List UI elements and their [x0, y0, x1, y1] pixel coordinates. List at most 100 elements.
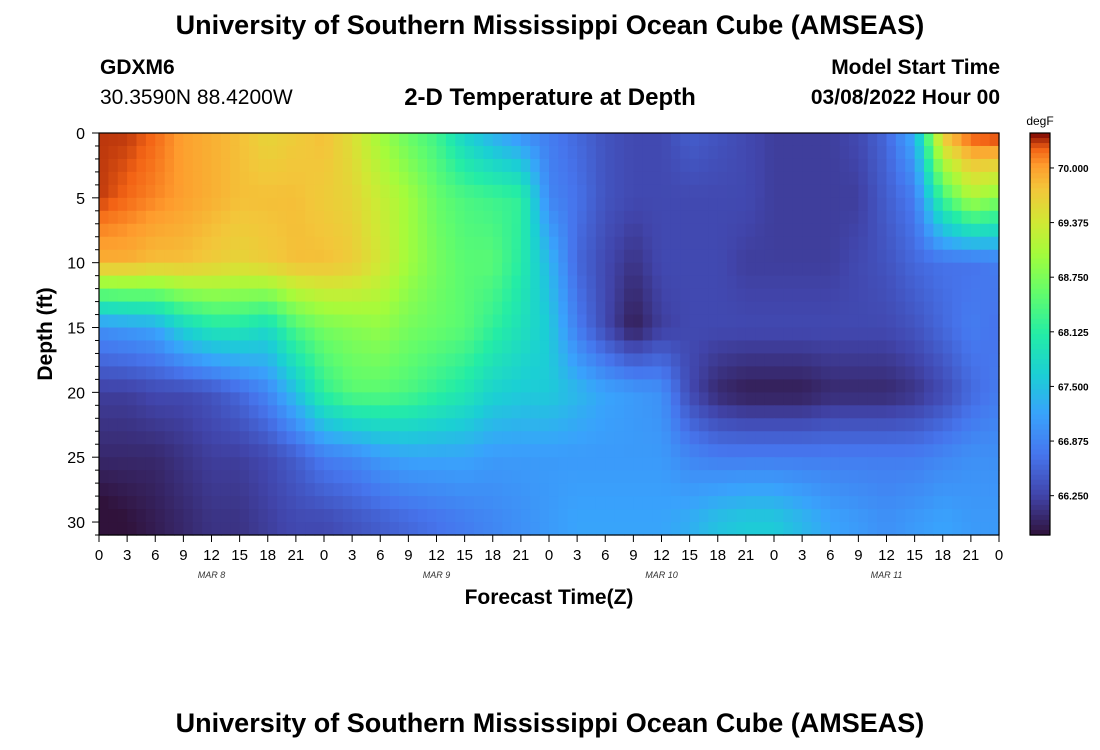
heatmap-cell [483, 418, 494, 432]
heatmap-cell [511, 210, 522, 225]
heatmap-cell [445, 392, 456, 406]
heatmap-cell [333, 522, 344, 536]
heatmap-cell [230, 171, 241, 186]
heatmap-cell [670, 314, 681, 329]
heatmap-cell [399, 353, 409, 368]
heatmap-cell [708, 340, 719, 355]
heatmap-cell [155, 509, 166, 523]
heatmap-cell [249, 236, 259, 251]
heatmap-cell [989, 444, 1000, 458]
heatmap-cell [549, 249, 559, 264]
heatmap-cell [811, 249, 822, 264]
heatmap-cell [886, 509, 897, 523]
heatmap-cell [352, 171, 363, 186]
heatmap-cell [483, 210, 494, 225]
y-tick-label: 25 [67, 450, 85, 467]
heatmap-cell [258, 392, 269, 406]
heatmap-cell [942, 262, 953, 277]
heatmap-cell [324, 340, 334, 355]
heatmap-cell [961, 210, 972, 225]
heatmap-cell [774, 457, 784, 471]
heatmap-cell [239, 483, 250, 497]
heatmap-cell [436, 210, 447, 225]
heatmap-cell [361, 483, 372, 497]
heatmap-cell [680, 379, 691, 393]
heatmap-cell [792, 405, 803, 419]
heatmap-cell [399, 366, 409, 380]
heatmap-cell [408, 366, 419, 380]
heatmap-cell [389, 133, 400, 147]
heatmap-cell [361, 197, 372, 212]
heatmap-cell [192, 184, 203, 199]
heatmap-cell [427, 366, 438, 380]
heatmap-cell [352, 444, 363, 458]
heatmap-cell [108, 327, 119, 342]
heatmap-cell [324, 314, 334, 329]
heatmap-cell [342, 444, 353, 458]
heatmap-cell [933, 457, 944, 471]
heatmap-cell [136, 158, 147, 173]
heatmap-cell [464, 340, 475, 355]
heatmap-cell [605, 314, 616, 329]
heatmap-cell [877, 184, 888, 199]
heatmap-cell [924, 340, 934, 355]
heatmap-cell [502, 184, 513, 199]
heatmap-cell [595, 431, 606, 445]
colorbar-segment [1030, 494, 1050, 501]
heatmap-cell [220, 223, 231, 238]
heatmap-cell [502, 418, 513, 432]
heatmap-cell [755, 444, 766, 458]
heatmap-cell [830, 184, 841, 199]
heatmap-cell [370, 171, 381, 186]
x-tick-label: 6 [376, 547, 384, 564]
colorbar-segment [1030, 504, 1050, 511]
heatmap-cell [774, 522, 784, 536]
heatmap-cell [764, 262, 775, 277]
heatmap-cell [774, 431, 784, 445]
heatmap-cell [867, 496, 878, 510]
heatmap-cell [352, 236, 363, 251]
heatmap-cell [830, 262, 841, 277]
heatmap-cell [211, 197, 222, 212]
heatmap-cell [745, 262, 756, 277]
y-tick-label: 30 [67, 515, 85, 532]
heatmap-cell [314, 210, 325, 225]
x-tick-label: 12 [428, 547, 445, 564]
heatmap-cell [689, 327, 700, 342]
heatmap-cell [839, 353, 850, 368]
heatmap-cell [652, 236, 663, 251]
heatmap-cell [333, 392, 344, 406]
heatmap-cell [399, 223, 409, 238]
heatmap-cell [286, 392, 297, 406]
heatmap-cell [886, 210, 897, 225]
heatmap-cell [277, 366, 288, 380]
heatmap-cell [352, 418, 363, 432]
colorbar-segment [1030, 429, 1050, 436]
heatmap-cell [633, 158, 644, 173]
heatmap-cell [961, 379, 972, 393]
heatmap-cell [877, 470, 888, 484]
heatmap-cell [464, 483, 475, 497]
heatmap-cell [361, 327, 372, 342]
heatmap-cell [127, 197, 138, 212]
heatmap-cell [867, 210, 878, 225]
heatmap-cell [895, 145, 906, 160]
heatmap-cell [839, 184, 850, 199]
heatmap-cell [839, 223, 850, 238]
heatmap-cell [670, 171, 681, 186]
heatmap-cell [820, 184, 831, 199]
heatmap-cell [164, 405, 175, 419]
heatmap-cell [652, 340, 663, 355]
heatmap-cell [970, 483, 981, 497]
heatmap-cell [305, 496, 316, 510]
heatmap-cell [652, 223, 663, 238]
heatmap-cell [961, 444, 972, 458]
heatmap-cell [549, 171, 559, 186]
heatmap-cell [699, 314, 709, 329]
heatmap-cell [811, 405, 822, 419]
heatmap-cell [614, 158, 625, 173]
colorbar-segment [1030, 529, 1050, 536]
heatmap-cell [792, 366, 803, 380]
heatmap-cell [652, 314, 663, 329]
heatmap-cell [914, 249, 925, 264]
